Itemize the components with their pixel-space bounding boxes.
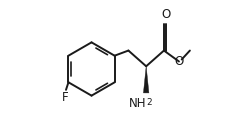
Polygon shape xyxy=(144,66,149,93)
Text: 2: 2 xyxy=(146,98,152,107)
Text: O: O xyxy=(161,8,170,22)
Text: F: F xyxy=(62,91,69,104)
Text: O: O xyxy=(174,55,184,68)
Text: NH: NH xyxy=(129,97,146,110)
